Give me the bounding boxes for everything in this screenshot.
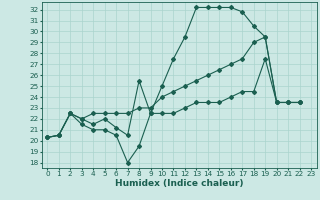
X-axis label: Humidex (Indice chaleur): Humidex (Indice chaleur): [115, 179, 244, 188]
